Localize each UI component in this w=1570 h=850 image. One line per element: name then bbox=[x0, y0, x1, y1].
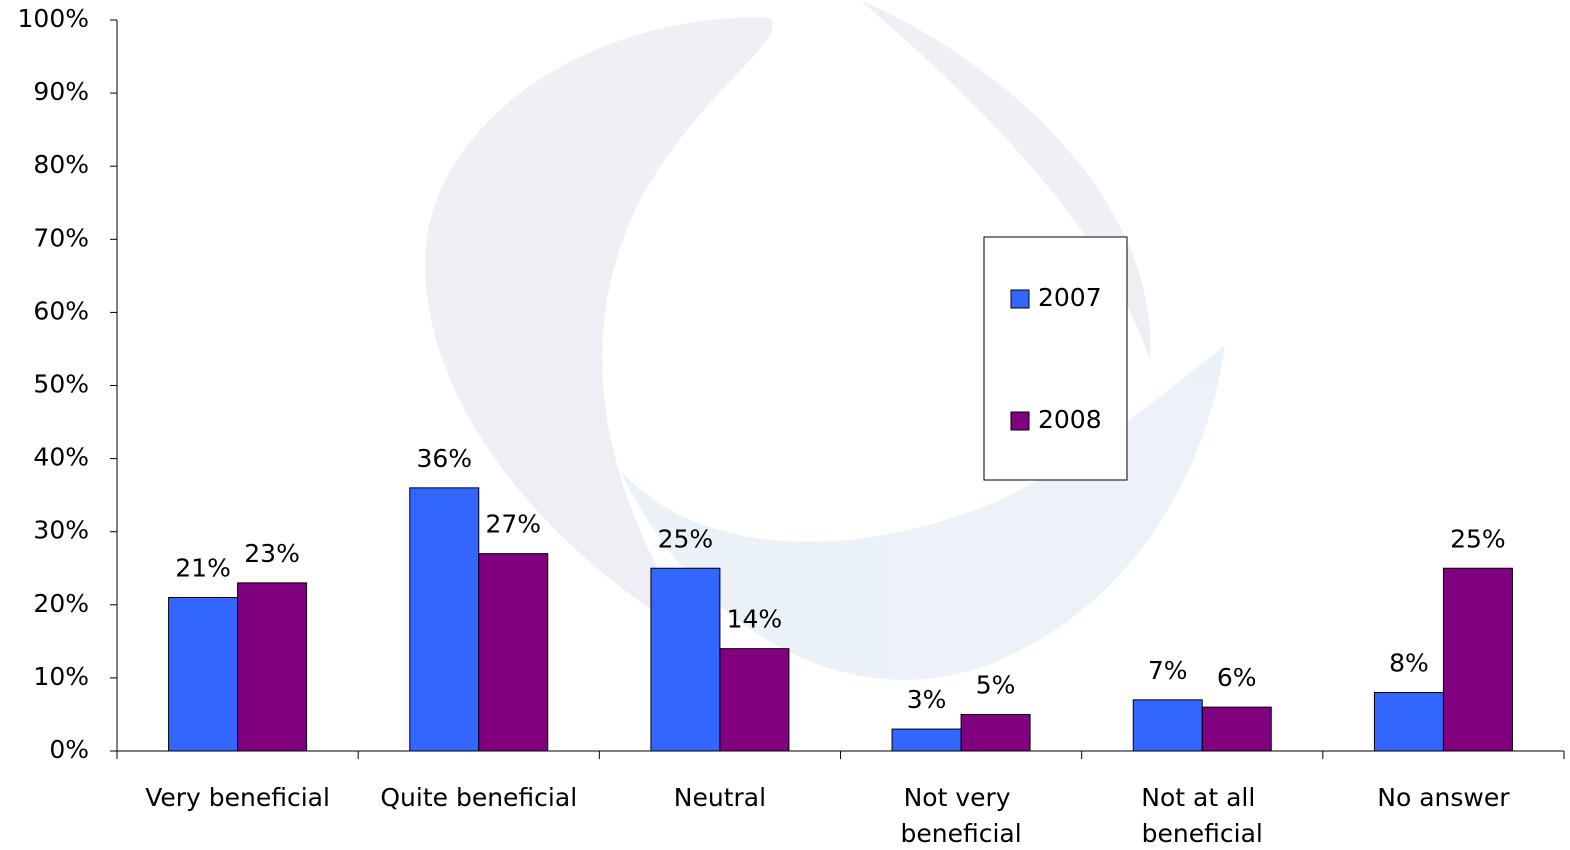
value-label: 3% bbox=[907, 685, 947, 714]
x-tick-label: Not at all beneficial bbox=[1141, 783, 1263, 848]
y-tick-label: 80% bbox=[33, 150, 89, 179]
y-tick-label: 100% bbox=[18, 4, 89, 33]
y-tick-label: 40% bbox=[33, 443, 89, 472]
y-tick-label: 0% bbox=[49, 735, 89, 764]
value-label: 21% bbox=[175, 553, 231, 582]
bar bbox=[719, 648, 790, 752]
x-tick-label: No answer bbox=[1377, 783, 1510, 812]
bar bbox=[1373, 692, 1444, 752]
legend: 2007 2008 bbox=[983, 236, 1128, 481]
y-tick-label: 70% bbox=[33, 223, 89, 252]
y-tick-label: 30% bbox=[33, 516, 89, 545]
value-label: 25% bbox=[1450, 524, 1506, 553]
legend-label: 2008 bbox=[1038, 405, 1102, 434]
bar bbox=[168, 596, 239, 752]
value-label: 7% bbox=[1148, 656, 1188, 685]
value-label: 36% bbox=[416, 444, 472, 473]
legend-box bbox=[983, 236, 1128, 481]
legend-swatch bbox=[1010, 411, 1030, 431]
value-label: 14% bbox=[727, 605, 783, 634]
watermark bbox=[424, 0, 1225, 680]
y-tick-label: 60% bbox=[33, 296, 89, 325]
legend-label: 2007 bbox=[1038, 283, 1102, 312]
x-tick-label: Neutral bbox=[674, 783, 766, 812]
bar bbox=[409, 487, 480, 752]
value-label: 6% bbox=[1217, 663, 1257, 692]
x-tick-label: Not very beneficial bbox=[900, 783, 1021, 848]
value-label: 25% bbox=[658, 524, 714, 553]
y-tick-label: 10% bbox=[33, 662, 89, 691]
y-tick-label: 50% bbox=[33, 370, 89, 399]
value-label: 8% bbox=[1389, 649, 1429, 678]
value-label: 23% bbox=[244, 539, 300, 568]
bar bbox=[1132, 699, 1203, 752]
bar bbox=[478, 553, 549, 752]
bar bbox=[1201, 706, 1272, 752]
y-tick-label: 90% bbox=[33, 77, 89, 106]
value-label: 27% bbox=[485, 510, 541, 539]
x-tick-label: Quite beneficial bbox=[380, 783, 577, 812]
bar bbox=[891, 728, 962, 752]
x-tick-label: Very beneficial bbox=[145, 783, 330, 812]
bar bbox=[960, 713, 1031, 752]
bar bbox=[237, 582, 308, 752]
value-label: 5% bbox=[976, 670, 1016, 699]
bar bbox=[650, 567, 721, 752]
bar bbox=[1442, 567, 1513, 752]
legend-swatch bbox=[1010, 289, 1030, 309]
y-tick-label: 20% bbox=[33, 589, 89, 618]
